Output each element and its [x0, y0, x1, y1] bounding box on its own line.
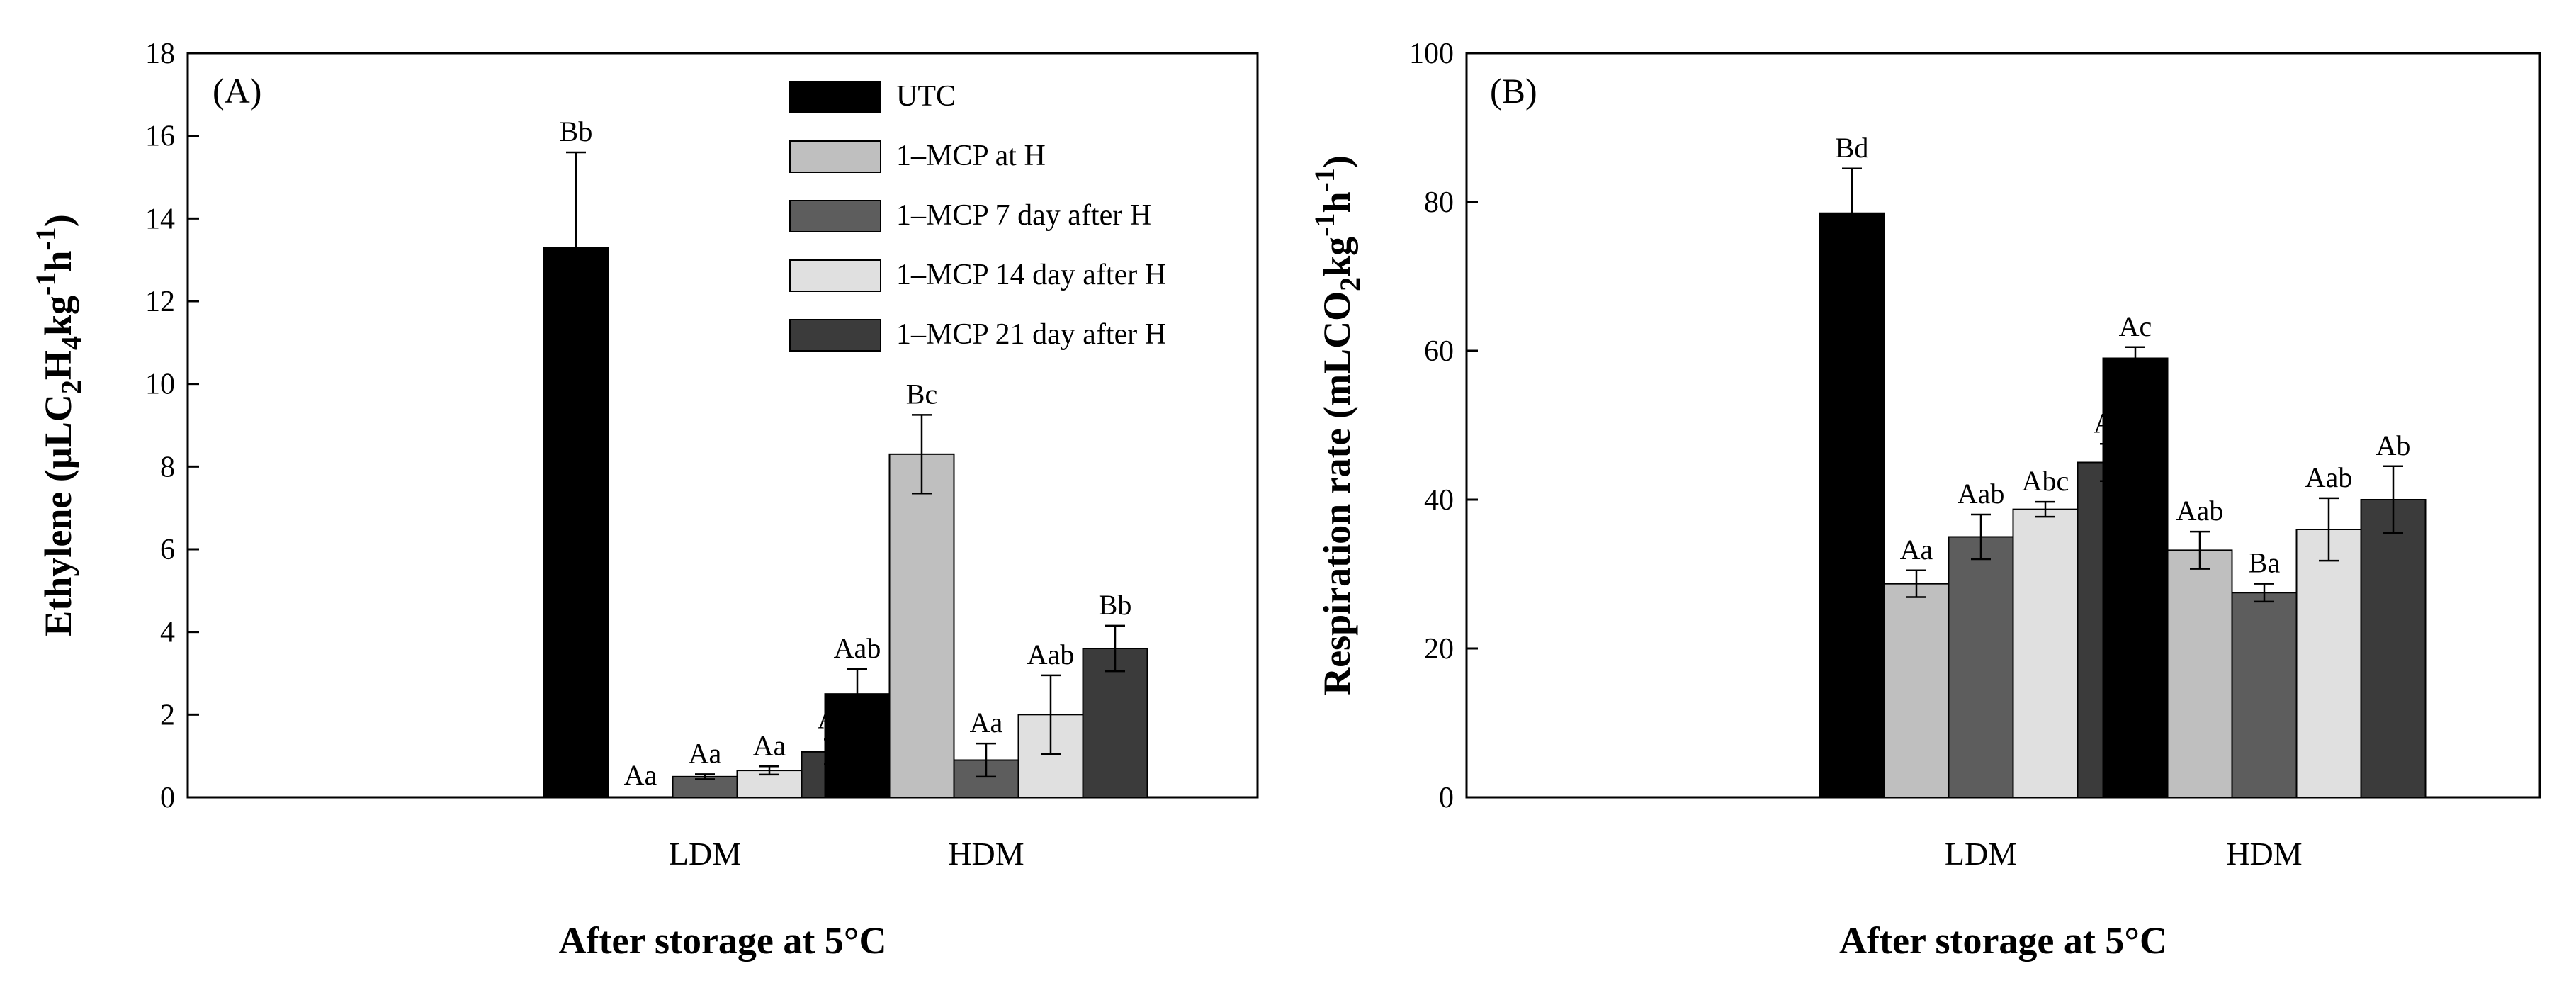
- significance-label: Ac: [2119, 310, 2152, 342]
- significance-label: Bd: [1836, 132, 1869, 164]
- significance-label: Aa: [689, 737, 722, 769]
- chart-b: 020406080100BdAaAabAbcAcAcAabBaAabAbLDMH…: [1309, 38, 2541, 962]
- bar: [2231, 592, 2298, 798]
- y-axis-title-part: 2: [55, 380, 87, 394]
- y-axis-title-part: ): [37, 214, 79, 227]
- y-axis-title-part: -1: [1309, 168, 1340, 191]
- bar: [2295, 529, 2362, 798]
- y-tick-label: 4: [160, 617, 175, 649]
- legend-swatch: [789, 81, 881, 113]
- y-axis-title-part: h: [1316, 191, 1358, 213]
- bar: [1883, 583, 1950, 799]
- y-tick-label: 8: [160, 451, 175, 483]
- panel-label: (A): [213, 71, 261, 111]
- y-tick-label: 18: [145, 38, 175, 70]
- y-axis-title: Respiration rate (mLCO2kg-1h-1): [1309, 155, 1366, 695]
- significance-label: Aab: [2305, 461, 2353, 493]
- y-axis-title-part: kg: [37, 296, 79, 336]
- y-axis-title-part: h: [37, 251, 79, 272]
- y-tick-label: 20: [1424, 633, 1454, 665]
- y-axis-title-part: kg: [1316, 237, 1358, 277]
- significance-label: Aab: [1027, 639, 1075, 670]
- significance-label: Ba: [2249, 547, 2281, 579]
- y-axis-title-part: 4: [55, 336, 87, 350]
- y-tick-label: 0: [1439, 782, 1454, 814]
- y-tick-label: 6: [160, 534, 175, 566]
- legend-label: UTC: [896, 80, 956, 113]
- y-axis-title-part: ): [1316, 155, 1358, 168]
- bars: BbAaAaAaAaAabBcAaAabBb: [543, 116, 1148, 799]
- legend-swatch: [789, 319, 881, 352]
- significance-label: Aa: [1900, 534, 1933, 566]
- y-axis-title: Ethylene (µLC2H4kg-1h-1): [30, 214, 87, 636]
- legend-swatch: [789, 200, 881, 232]
- significance-label: Bb: [560, 116, 593, 147]
- bar: [2167, 549, 2233, 799]
- legend: UTC 1–MCP at H 1–MCP 7 day after H 1–MCP 14…: [789, 80, 1166, 352]
- y-tick-label: 14: [145, 203, 175, 235]
- bar: [888, 453, 955, 798]
- y-tick-label: 16: [145, 120, 175, 153]
- y-axis-ticks: 0 20 40 60 80 100: [1409, 38, 1478, 814]
- significance-label: Aa: [970, 707, 1003, 738]
- significance-label: Bc: [906, 378, 937, 410]
- chart-a: 024681012141618BbAaAaAaAaAabBcAaAabBbLDM…: [30, 38, 1259, 962]
- x-category-label: LDM: [1945, 836, 2017, 872]
- y-axis-title-part: Respiration rate (mLCO: [1316, 291, 1358, 695]
- legend-label: 1–MCP 14 day after H: [896, 259, 1166, 291]
- legend-swatch: [789, 140, 881, 173]
- bars: BdAaAabAbcAcAcAabBaAabAb: [1819, 132, 2427, 799]
- y-axis-title-part: H: [37, 350, 79, 380]
- bar: [1819, 212, 1885, 798]
- y-axis-title-part: 2: [1334, 277, 1366, 291]
- x-axis-title: After storage at 5°C: [1839, 919, 2167, 962]
- significance-label: Aab: [2176, 495, 2224, 527]
- bar: [1082, 648, 1148, 798]
- significance-label: Aa: [753, 729, 786, 761]
- y-axis-title-part: -1: [30, 227, 62, 250]
- significance-label: Ab: [2376, 429, 2411, 461]
- x-axis-title: After storage at 5°C: [559, 919, 887, 962]
- y-axis-ticks: 0 2 4 6 8 10 12 14 16 18: [145, 38, 199, 814]
- bar: [2360, 499, 2427, 798]
- y-axis-title-part: -1: [1309, 213, 1340, 237]
- bar: [672, 775, 738, 799]
- y-tick-label: 80: [1424, 186, 1454, 219]
- significance-label: Aab: [1958, 478, 2005, 510]
- y-tick-label: 2: [160, 699, 175, 731]
- y-axis-title-part: Ethylene (µLC: [37, 394, 79, 636]
- x-category-label: HDM: [948, 836, 1024, 872]
- y-axis-title-part: -1: [30, 272, 62, 296]
- bar: [1948, 536, 2014, 798]
- y-tick-label: 0: [160, 782, 175, 814]
- legend-label: 1–MCP 21 day after H: [896, 318, 1166, 351]
- y-tick-label: 40: [1424, 484, 1454, 517]
- legend-label: 1–MCP at H: [896, 140, 1046, 172]
- significance-label: Abc: [2022, 465, 2069, 497]
- y-tick-label: 100: [1409, 38, 1454, 70]
- y-tick-label: 10: [145, 369, 175, 401]
- x-category-label: HDM: [2226, 836, 2302, 872]
- bar: [2012, 508, 2079, 799]
- panel-label: (B): [1490, 71, 1537, 111]
- significance-label: Aa: [624, 759, 657, 791]
- significance-label: Bb: [1099, 589, 1132, 621]
- y-tick-label: 12: [145, 286, 175, 318]
- y-tick-label: 60: [1424, 335, 1454, 368]
- bar: [2102, 357, 2169, 798]
- x-category-label: LDM: [669, 836, 741, 872]
- legend-swatch: [789, 259, 881, 292]
- significance-label: Aab: [834, 632, 881, 664]
- legend-label: 1–MCP 7 day after H: [896, 199, 1151, 232]
